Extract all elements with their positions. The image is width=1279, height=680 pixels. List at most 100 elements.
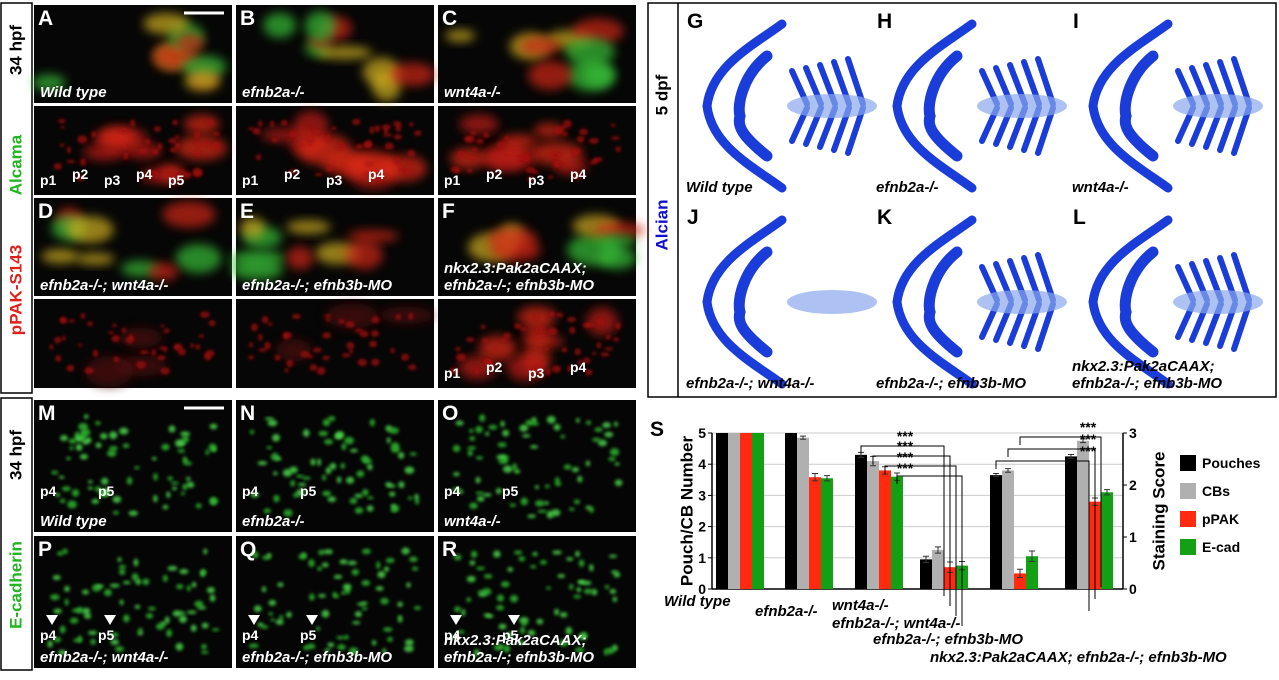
signal	[162, 504, 169, 510]
signal	[152, 148, 160, 155]
signal	[282, 332, 293, 339]
legend-swatch	[1180, 511, 1196, 527]
signal	[398, 481, 405, 489]
signal	[59, 498, 66, 504]
signal	[271, 137, 279, 143]
signal	[177, 448, 186, 453]
signal	[77, 135, 88, 144]
cartilage	[892, 19, 977, 193]
signal	[383, 127, 389, 135]
panel-letter: P	[38, 538, 52, 561]
signal	[407, 364, 417, 371]
signal	[276, 339, 312, 362]
signal	[340, 462, 346, 469]
signal	[507, 567, 514, 572]
signal	[485, 431, 490, 436]
signal	[613, 421, 619, 427]
signal	[55, 355, 62, 362]
signal	[273, 471, 278, 476]
signal	[136, 360, 146, 369]
signal	[574, 647, 585, 653]
signal	[532, 551, 538, 557]
signal	[544, 484, 550, 489]
signal	[457, 490, 464, 494]
bar	[785, 433, 797, 589]
signal	[495, 487, 502, 495]
signal	[560, 434, 566, 439]
signal	[475, 491, 485, 495]
signal	[197, 606, 207, 610]
signal	[479, 414, 486, 422]
signal	[476, 495, 485, 502]
signal	[164, 616, 170, 624]
signal	[606, 647, 615, 655]
signal	[208, 443, 217, 452]
arrowhead	[248, 615, 260, 625]
signal	[532, 421, 540, 426]
signal	[168, 172, 173, 176]
signal	[304, 10, 337, 42]
pouch-label: p4	[40, 627, 57, 643]
x-tick-label: efnb2a-/-	[755, 603, 818, 620]
signal	[117, 557, 122, 563]
signal	[179, 569, 189, 575]
signal	[354, 611, 362, 618]
legend-label: Pouches	[1202, 455, 1261, 471]
signal	[409, 122, 414, 127]
legend-label: pPAK	[1202, 511, 1239, 527]
signal	[454, 606, 461, 613]
signal	[286, 220, 331, 234]
panel-letter: E	[240, 200, 254, 223]
signal	[41, 248, 80, 264]
signal	[99, 490, 109, 498]
signal	[69, 446, 74, 451]
signal	[168, 138, 177, 144]
signal	[543, 501, 550, 505]
signal	[69, 617, 79, 624]
signal	[612, 596, 618, 603]
signal	[476, 566, 486, 571]
signal	[57, 649, 67, 656]
signal	[470, 130, 477, 135]
signal	[597, 234, 637, 248]
signal	[264, 341, 271, 350]
signal	[390, 442, 400, 450]
signal	[393, 134, 402, 140]
pouch-label: p5	[98, 483, 115, 499]
signal	[323, 549, 333, 555]
signal	[349, 497, 358, 505]
signal	[138, 627, 143, 632]
signal	[257, 348, 268, 352]
legend-label: CBs	[1202, 483, 1230, 499]
signal	[544, 347, 549, 351]
signal	[182, 483, 188, 491]
signal	[348, 348, 354, 354]
panel-letter: S	[650, 418, 664, 441]
signal	[345, 321, 355, 328]
signal	[318, 593, 327, 598]
signal	[449, 367, 459, 375]
signal	[80, 313, 86, 319]
signal	[367, 463, 373, 471]
signal	[322, 418, 331, 427]
signal	[551, 365, 561, 373]
signal	[589, 564, 594, 572]
signal	[295, 474, 304, 478]
signal	[122, 580, 131, 585]
signal	[563, 464, 572, 470]
signal	[512, 463, 518, 471]
signal	[554, 608, 560, 616]
signal	[180, 431, 191, 437]
signal	[321, 562, 329, 568]
signal	[380, 597, 389, 605]
bar	[821, 478, 833, 589]
signal	[160, 324, 165, 328]
signal	[565, 37, 615, 67]
signal	[445, 29, 476, 42]
significance-label: ***	[897, 438, 914, 454]
signal	[258, 333, 263, 341]
signal	[496, 594, 504, 602]
signal	[457, 630, 465, 634]
signal	[68, 438, 77, 444]
signal	[77, 343, 83, 347]
